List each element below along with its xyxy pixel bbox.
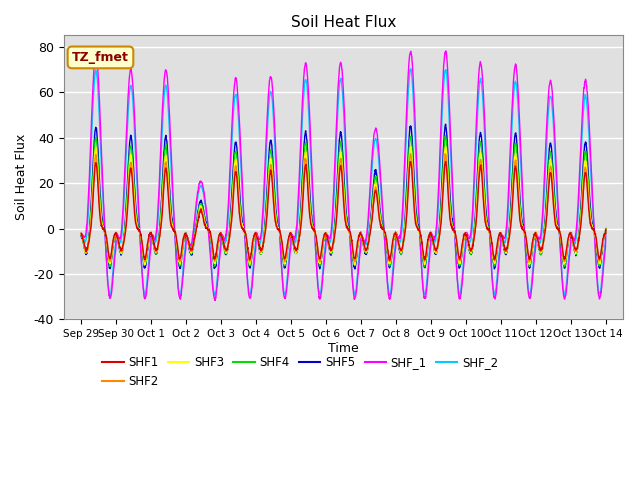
Line: SHF1: SHF1	[81, 161, 605, 260]
Line: SHF4: SHF4	[81, 136, 605, 266]
SHF_2	[602, 225, 609, 231]
SHF3	[351, 262, 358, 268]
SHF2	[370, 194, 378, 200]
SHF1	[386, 257, 394, 263]
Title: Soil Heat Flux: Soil Heat Flux	[291, 15, 396, 30]
SHF1	[370, 201, 378, 206]
Line: SHF5: SHF5	[81, 124, 605, 269]
SHF5	[77, 233, 85, 239]
SHF_2	[407, 66, 415, 72]
SHF1	[358, 235, 366, 240]
SHF_1	[77, 232, 85, 238]
SHF1	[223, 245, 231, 251]
Line: SHF2: SHF2	[81, 154, 605, 262]
SHF3	[223, 246, 231, 252]
SHF4	[556, 230, 564, 236]
SHF4	[223, 247, 231, 253]
SHF_1	[370, 132, 378, 138]
SHF2	[223, 246, 231, 252]
SHF_1	[602, 226, 609, 231]
SHF3	[602, 225, 609, 230]
SHF2	[77, 232, 85, 238]
SHF1	[602, 227, 609, 232]
Line: SHF_1: SHF_1	[81, 51, 605, 300]
SHF3	[556, 229, 564, 235]
SHF5	[570, 248, 578, 253]
SHF5	[442, 121, 449, 127]
SHF4	[77, 232, 85, 238]
SHF_2	[556, 237, 564, 243]
SHF4	[496, 232, 504, 238]
Line: SHF3: SHF3	[81, 146, 605, 265]
SHF3	[370, 190, 378, 195]
SHF_2	[370, 144, 378, 150]
SHF5	[370, 178, 378, 183]
SHF_1	[358, 234, 366, 240]
SHF3	[496, 230, 504, 236]
SHF4	[358, 237, 366, 243]
SHF2	[316, 259, 324, 265]
SHF2	[407, 151, 415, 156]
SHF4	[420, 264, 428, 269]
SHF_2	[570, 239, 578, 245]
SHF2	[570, 245, 578, 251]
SHF1	[442, 158, 449, 164]
SHF3	[570, 246, 578, 252]
SHF1	[77, 230, 85, 236]
SHF5	[351, 266, 359, 272]
SHF1	[496, 231, 504, 237]
SHF_1	[442, 48, 450, 54]
SHF2	[602, 226, 609, 231]
X-axis label: Time: Time	[328, 342, 359, 355]
Legend: SHF1, SHF2, SHF3, SHF4, SHF5, SHF_1, SHF_2: SHF1, SHF2, SHF3, SHF4, SHF5, SHF_1, SHF…	[97, 352, 503, 393]
Text: TZ_fmet: TZ_fmet	[72, 51, 129, 64]
SHF4	[442, 133, 449, 139]
Line: SHF_2: SHF_2	[81, 69, 605, 296]
SHF_1	[556, 238, 564, 243]
SHF3	[358, 237, 366, 242]
SHF_1	[224, 214, 232, 219]
SHF_2	[496, 244, 504, 250]
SHF3	[442, 144, 450, 149]
SHF_1	[570, 238, 578, 243]
SHF5	[358, 238, 366, 243]
SHF_2	[77, 233, 85, 239]
SHF5	[223, 248, 231, 253]
SHF5	[496, 231, 504, 237]
SHF_2	[224, 224, 232, 229]
SHF2	[556, 230, 564, 236]
SHF3	[77, 231, 85, 237]
SHF2	[358, 236, 366, 241]
SHF5	[602, 226, 609, 232]
SHF4	[602, 225, 609, 231]
SHF1	[570, 243, 578, 249]
SHF_2	[141, 293, 148, 299]
SHF4	[370, 186, 378, 192]
SHF_1	[211, 297, 219, 303]
SHF4	[570, 247, 578, 253]
Y-axis label: Soil Heat Flux: Soil Heat Flux	[15, 134, 28, 220]
SHF_2	[358, 235, 366, 241]
SHF_1	[496, 251, 504, 257]
SHF1	[556, 228, 564, 234]
SHF2	[496, 232, 504, 238]
SHF5	[556, 230, 564, 236]
